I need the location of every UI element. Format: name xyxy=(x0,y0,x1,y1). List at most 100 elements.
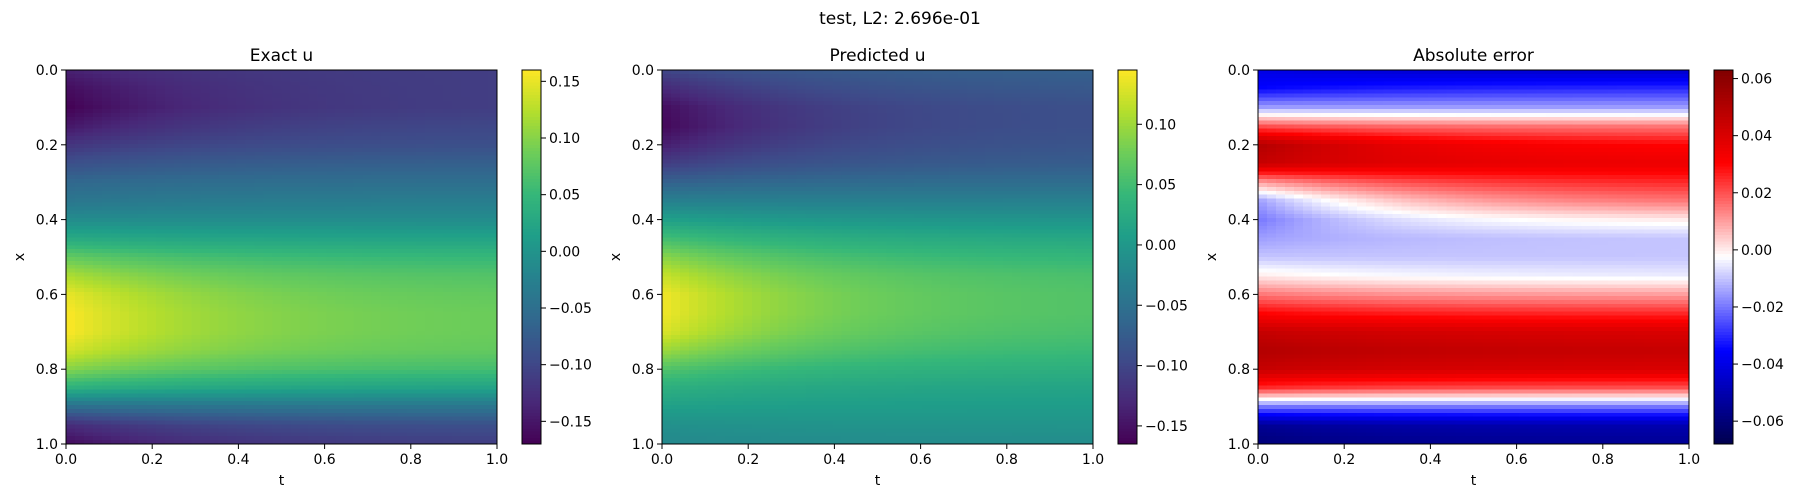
heatmap-cell xyxy=(299,346,310,352)
heatmap-cell xyxy=(317,346,327,352)
heatmap-cell xyxy=(362,171,372,176)
heatmap-cell xyxy=(263,210,274,215)
heatmap-cell xyxy=(443,241,453,246)
heatmap-cell xyxy=(362,77,372,83)
heatmap-cell xyxy=(236,70,247,75)
heatmap-cell xyxy=(389,128,399,133)
heatmap-cell xyxy=(236,303,247,309)
heatmap-cell xyxy=(209,288,220,293)
heatmap-cell xyxy=(443,416,453,422)
heatmap-cell xyxy=(146,408,157,414)
heatmap-cell xyxy=(164,334,175,340)
heatmap-cell xyxy=(74,377,85,383)
heatmap-cell xyxy=(317,292,327,297)
heatmap-cell xyxy=(353,436,363,441)
heatmap-cell xyxy=(272,233,283,239)
heatmap-cell xyxy=(119,155,130,161)
heatmap-cell xyxy=(236,428,247,433)
heatmap-cell xyxy=(272,155,283,161)
heatmap-cell xyxy=(245,420,256,426)
heatmap-cell xyxy=(218,159,229,165)
heatmap-cell xyxy=(92,280,103,285)
heatmap-cell xyxy=(434,70,444,75)
heatmap-cell xyxy=(452,175,462,180)
heatmap-cell xyxy=(371,315,381,320)
heatmap-cell xyxy=(173,369,184,375)
heatmap-cell xyxy=(101,440,112,445)
heatmap-cell xyxy=(272,420,283,426)
heatmap-cell xyxy=(110,93,121,98)
plot-frame-exact xyxy=(65,69,498,445)
heatmap-cell xyxy=(389,405,399,410)
heatmap-cell xyxy=(254,253,265,258)
heatmap-cell xyxy=(281,373,292,379)
heatmap-cell xyxy=(335,108,345,114)
heatmap-cell xyxy=(254,401,265,406)
heatmap-cell xyxy=(452,124,462,130)
heatmap-cell xyxy=(362,241,372,246)
colorbar-segment xyxy=(522,406,541,411)
heatmap-cell xyxy=(245,105,256,110)
heatmap-cell xyxy=(146,97,157,102)
heatmap-cell xyxy=(434,112,444,118)
heatmap-cell xyxy=(949,73,959,79)
heatmap-cell xyxy=(236,105,247,110)
heatmap-cell xyxy=(425,202,435,207)
heatmap-cell xyxy=(335,155,345,161)
heatmap-cell xyxy=(74,163,85,168)
heatmap-cell xyxy=(317,385,327,391)
heatmap-cell xyxy=(146,416,157,422)
heatmap-cell xyxy=(218,163,229,168)
heatmap-cell xyxy=(425,331,435,336)
heatmap-cell xyxy=(200,377,211,383)
heatmap-cell xyxy=(155,272,166,278)
heatmap-cell xyxy=(245,350,256,355)
heatmap-cell xyxy=(245,260,256,266)
heatmap-cell xyxy=(389,432,399,437)
heatmap-cell xyxy=(119,70,130,75)
heatmap-cell xyxy=(173,331,184,336)
heatmap-cell xyxy=(434,373,444,379)
heatmap-cell xyxy=(380,179,390,184)
heatmap-cell xyxy=(362,280,372,285)
heatmap-cell xyxy=(281,198,292,204)
heatmap-cell xyxy=(110,334,121,340)
heatmap-cell xyxy=(389,381,399,387)
heatmap-cell xyxy=(155,288,166,293)
heatmap-cell xyxy=(110,358,121,363)
heatmap-cell xyxy=(164,128,175,133)
heatmap-cell xyxy=(290,194,301,200)
heatmap-cell xyxy=(470,233,480,239)
heatmap-cell xyxy=(200,381,211,387)
heatmap-cell xyxy=(110,276,121,281)
heatmap-cell xyxy=(245,307,256,313)
heatmap-cell xyxy=(425,101,435,106)
heatmap-cell xyxy=(416,428,426,433)
heatmap-cell xyxy=(209,159,220,165)
heatmap-cell xyxy=(263,268,274,274)
heatmap-cell xyxy=(335,315,345,320)
heatmap-cell xyxy=(272,136,283,141)
heatmap-cell xyxy=(227,366,238,371)
heatmap-cell xyxy=(470,338,480,344)
heatmap-cell xyxy=(155,218,166,223)
heatmap-cell xyxy=(227,229,238,235)
heatmap-cell xyxy=(362,144,372,149)
heatmap-cell xyxy=(398,77,408,83)
heatmap-cell xyxy=(245,101,256,106)
heatmap-cell xyxy=(281,276,292,281)
heatmap-cell xyxy=(416,393,426,398)
heatmap-cell xyxy=(425,307,435,313)
heatmap-cell xyxy=(110,397,121,402)
heatmap-cell xyxy=(227,373,238,379)
heatmap-cell xyxy=(380,132,390,137)
heatmap-cell xyxy=(488,241,498,246)
heatmap-cell xyxy=(335,81,345,87)
heatmap-cell xyxy=(281,408,292,414)
heatmap-cell xyxy=(308,334,319,340)
colorbar-segment xyxy=(522,172,541,177)
heatmap-cell xyxy=(452,112,462,118)
heatmap-cell xyxy=(380,412,390,418)
heatmap-cell xyxy=(371,163,381,168)
heatmap-cell xyxy=(760,77,771,83)
